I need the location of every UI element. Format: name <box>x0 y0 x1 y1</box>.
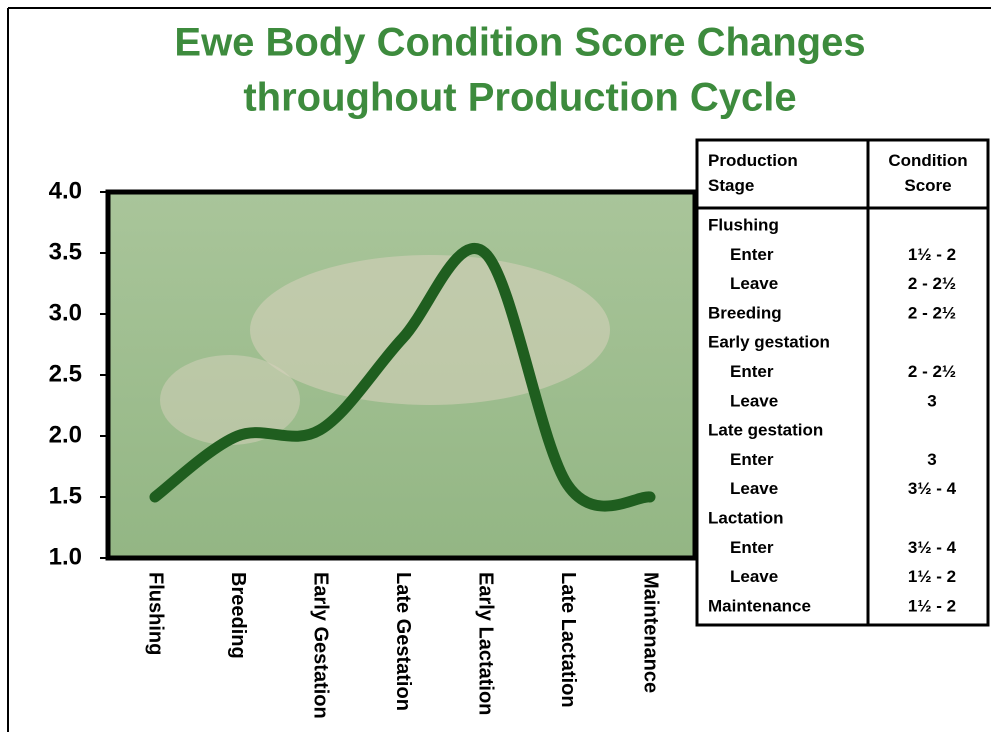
x-tick-label: Breeding <box>227 572 249 659</box>
table-score: 3 <box>927 391 936 410</box>
table-substage: Leave <box>730 391 778 410</box>
table-score: 3 <box>927 450 936 469</box>
table-stage: Breeding <box>708 303 782 322</box>
chart: Ewe Body Condition Score Changes through… <box>0 0 991 732</box>
table-score: 3½ - 4 <box>908 538 957 557</box>
table-stage: Early gestation <box>708 333 830 352</box>
table-stage: Maintenance <box>708 596 811 615</box>
y-tick-label: 3.5 <box>49 238 82 265</box>
table-stage: Late gestation <box>708 421 823 440</box>
y-tick-label: 3.0 <box>49 299 82 326</box>
x-tick-label: Late Gestation <box>392 572 414 711</box>
table-score: 2 - 2½ <box>908 303 956 322</box>
x-tick-label: Late Lactation <box>557 572 579 708</box>
table-score: 2 - 2½ <box>908 362 956 381</box>
table-substage: Leave <box>730 567 778 586</box>
table-substage: Enter <box>730 538 774 557</box>
y-tick-label: 2.0 <box>49 421 82 448</box>
x-tick-label: Flushing <box>145 572 167 655</box>
table-substage: Leave <box>730 274 778 293</box>
table-score: 3½ - 4 <box>908 479 957 498</box>
table-substage: Leave <box>730 479 778 498</box>
table-stage: Flushing <box>708 215 779 234</box>
table-score: 1½ - 2 <box>908 596 956 615</box>
table-substage: Enter <box>730 362 774 381</box>
y-tick-label: 2.5 <box>49 360 82 387</box>
sheep-image <box>250 255 610 405</box>
table-score: 2 - 2½ <box>908 274 956 293</box>
y-tick-label: 1.0 <box>49 543 82 570</box>
table-score: 1½ - 2 <box>908 245 956 264</box>
table-stage: Lactation <box>708 508 784 527</box>
x-tick-label: Maintenance <box>640 572 662 693</box>
y-tick-label: 4.0 <box>49 177 82 204</box>
table-score: 1½ - 2 <box>908 567 956 586</box>
chart-subtitle: throughout Production Cycle <box>243 76 796 120</box>
y-tick-label: 1.5 <box>49 482 82 509</box>
page: {"chart_data": { "type": "line", "title"… <box>0 0 991 732</box>
chart-title: Ewe Body Condition Score Changes <box>174 21 865 65</box>
table-substage: Enter <box>730 245 774 264</box>
table-substage: Enter <box>730 450 774 469</box>
x-tick-label: Early Gestation <box>310 572 332 719</box>
x-tick-label: Early Lactation <box>475 572 497 715</box>
